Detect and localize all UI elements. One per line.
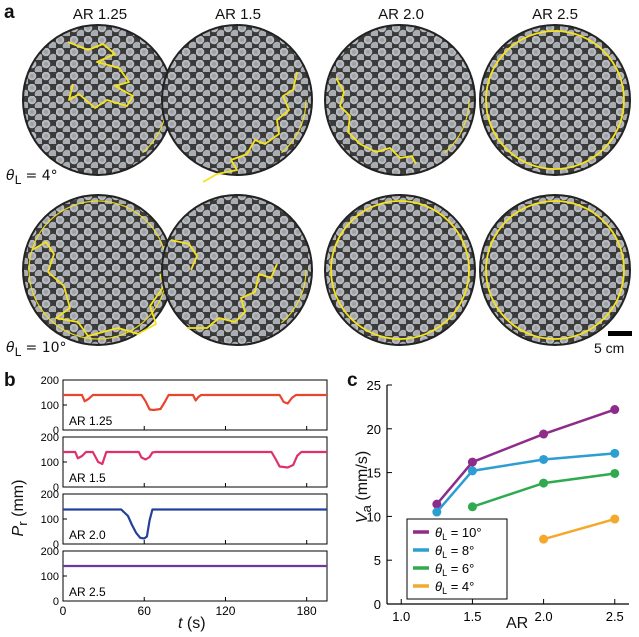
data-point [539, 478, 549, 488]
data-point [467, 466, 477, 476]
series-line [543, 517, 616, 541]
data-point [467, 457, 477, 467]
tray-photo [479, 24, 631, 176]
y-tick-label: 0 [53, 482, 59, 494]
trace-line [63, 508, 327, 540]
y-tick-label: 200 [41, 375, 59, 387]
panel-b-letter: b [4, 370, 16, 391]
trajectory-path [67, 41, 134, 109]
legend-label: θL = 8° [435, 543, 474, 560]
scale-bar-label: 5 cm [594, 340, 625, 356]
series-label: AR 2.5 [69, 585, 106, 599]
tray-photo [22, 24, 174, 176]
column-label-ar-2-0: AR 2.0 [378, 6, 424, 23]
data-point [432, 507, 442, 517]
trace-line [63, 450, 327, 469]
column-label-ar-1-25: AR 1.25 [72, 6, 128, 23]
data-point [467, 502, 477, 512]
y-tick-label: 200 [41, 432, 59, 444]
row-label-theta-10: θL = 10° [6, 340, 67, 359]
data-point [432, 499, 442, 509]
trajectory-path [330, 200, 470, 340]
panel-a-letter: a [4, 2, 15, 23]
series-label: AR 1.5 [69, 471, 106, 485]
y-tick-label: 100 [41, 400, 59, 412]
legend-label: θL = 6° [435, 561, 474, 578]
y-tick-label: 0 [53, 539, 59, 551]
y-tick-label: 15 [367, 466, 381, 481]
series-label: AR 2.0 [69, 528, 106, 542]
legend-label: θL = 10° [435, 525, 482, 542]
trajectory-path [170, 239, 278, 329]
trace-line [63, 393, 327, 412]
series [432, 448, 620, 517]
data-point [610, 405, 620, 415]
y-tick-label: 100 [41, 514, 59, 526]
series-label: AR 1.25 [69, 414, 113, 428]
x-tick-label: 120 [215, 604, 235, 618]
tray-photo [324, 24, 476, 176]
tray-photo [161, 194, 313, 346]
trace-panel: 0 100 200 AR 1.5 [41, 432, 328, 494]
y-tick-label: 10 [367, 509, 381, 524]
y-tick-label: 0 [53, 596, 59, 608]
data-point [539, 534, 549, 544]
panel-c-letter: c [347, 370, 358, 391]
column-label-ar-2-5: AR 2.5 [532, 6, 578, 23]
series-line [435, 408, 616, 505]
tray-photo [324, 194, 476, 346]
y-tick-label: 100 [41, 571, 59, 583]
series [432, 405, 620, 509]
tray-photo [479, 194, 631, 346]
data-point [610, 468, 620, 478]
legend-label: θL = 4° [435, 579, 474, 596]
y-tick-label: 200 [41, 546, 59, 558]
data-point [610, 514, 620, 524]
x-tick-label: 1.5 [463, 609, 481, 624]
x-tick-label: 2.5 [606, 609, 624, 624]
trajectory-path [31, 241, 165, 337]
x-tick-label: 180 [297, 604, 317, 618]
y-tick-label: 100 [41, 457, 59, 469]
panel-b-y-axis-label: Pr (mm) [9, 479, 31, 537]
series-line [472, 472, 615, 508]
y-tick-label: 0 [53, 425, 59, 437]
tray-photo [161, 24, 313, 183]
panel-c-x-axis-label: AR [506, 615, 529, 632]
trace-panel: 0 100 200 AR 2.5 [41, 546, 328, 608]
panel-b-chart: 0 100 200 AR 1.25 0 100 200 AR 1.5 0 100 200 AR 2.0… [41, 375, 328, 618]
column-label-ar-1-5: AR 1.5 [215, 6, 261, 23]
legend: θL = 10°θL = 8°θL = 6°θL = 4° [406, 518, 508, 600]
y-tick-label: 25 [367, 378, 381, 393]
x-tick-label: 2.0 [535, 609, 553, 624]
row-label-theta-4: θL = 4° [6, 168, 58, 187]
trajectory-path [335, 77, 417, 165]
series [539, 514, 620, 544]
panel-a-photo-grid [22, 24, 631, 346]
panel-b-x-axis-label: t (s) [178, 615, 206, 632]
trace-panel: 0 100 200 AR 1.25 [41, 375, 328, 437]
y-tick-label: 0 [374, 597, 381, 612]
x-tick-label: 60 [138, 604, 152, 618]
y-tick-label: 20 [367, 422, 381, 437]
x-tick-label: 1.0 [392, 609, 410, 624]
y-tick-label: 200 [41, 489, 59, 501]
series [467, 468, 620, 512]
y-tick-label: 5 [374, 553, 381, 568]
tray-photo [22, 194, 174, 346]
trajectory-path [485, 30, 625, 170]
series-line [435, 452, 615, 513]
data-point [539, 454, 549, 464]
panel-c-y-axis-label: Va (mm/s) [353, 450, 375, 524]
trajectory-path [202, 71, 298, 183]
scale-bar [608, 331, 632, 336]
data-point [610, 448, 620, 458]
trace-panel: 0 100 200 AR 2.0 [41, 489, 328, 551]
data-point [539, 429, 549, 439]
trajectory-path [485, 200, 625, 340]
x-tick-label: 0 [60, 604, 67, 618]
